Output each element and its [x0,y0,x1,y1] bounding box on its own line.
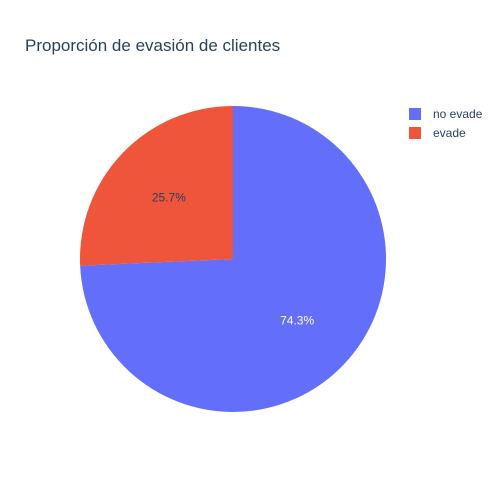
legend-label[interactable]: evade [433,126,466,140]
pie-slice-labels: 74.3% 25.7% [152,191,315,328]
slice-percent-label: 25.7% [152,191,186,205]
pie-slice-no-evade [80,106,387,412]
pie-slices [80,106,387,412]
legend-swatch[interactable] [409,108,421,120]
legend-swatch[interactable] [409,127,421,139]
legend: no evade evade [409,107,483,140]
pie-slice-evade [80,106,233,266]
chart-title: Proporción de evasión de clientes [25,36,280,55]
legend-label[interactable]: no evade [433,107,483,121]
slice-percent-label: 74.3% [280,313,314,327]
